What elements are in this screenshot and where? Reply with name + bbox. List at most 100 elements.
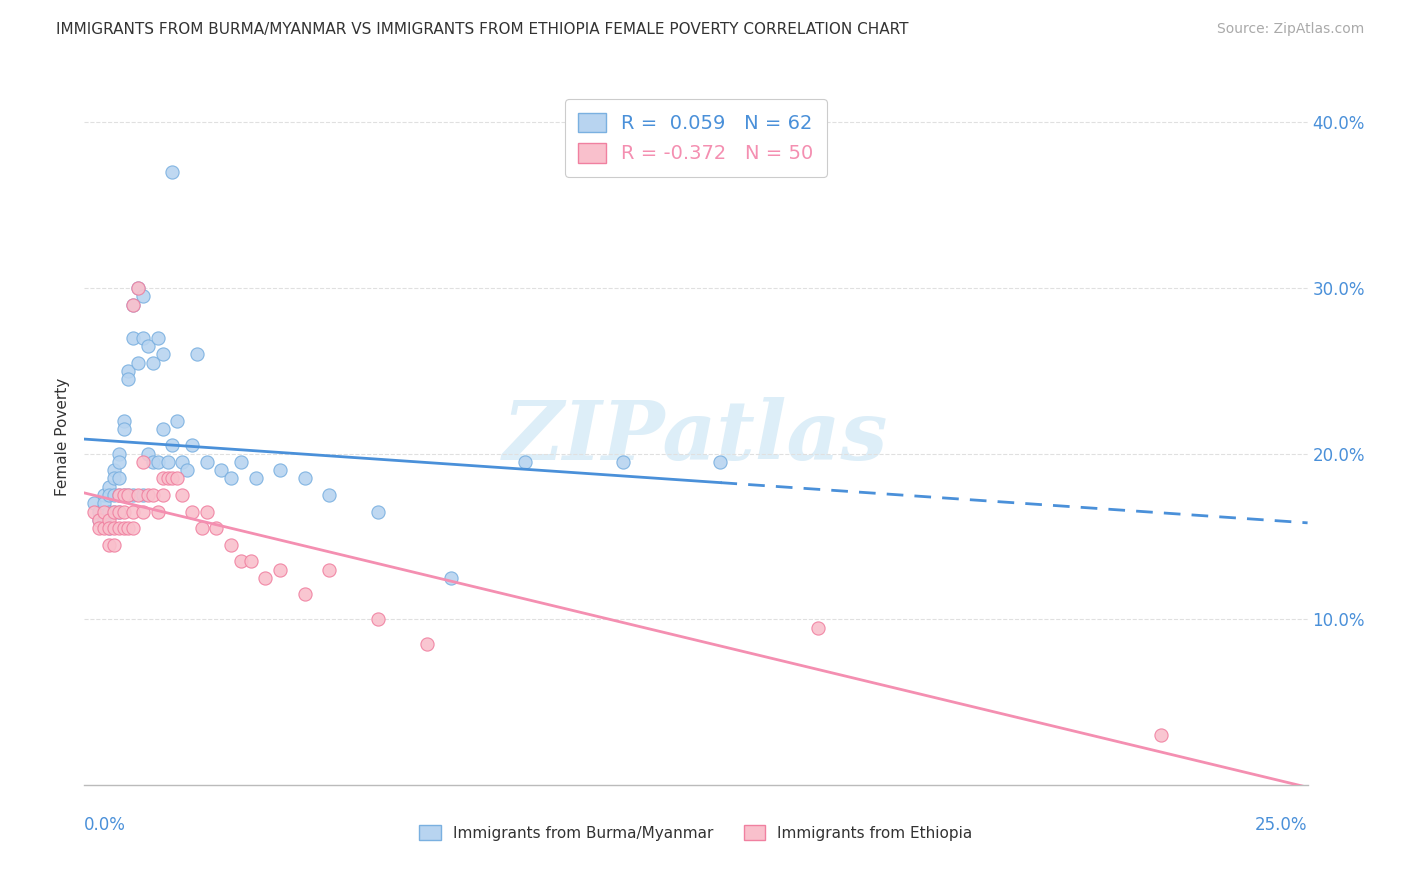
Point bbox=[172, 488, 194, 502]
Point bbox=[103, 505, 125, 519]
Point bbox=[245, 471, 267, 485]
Point bbox=[219, 471, 242, 485]
Point bbox=[162, 438, 184, 452]
Point bbox=[181, 505, 204, 519]
Point bbox=[112, 505, 135, 519]
Point bbox=[709, 455, 731, 469]
Point bbox=[122, 505, 145, 519]
Point bbox=[132, 505, 155, 519]
Point bbox=[112, 488, 135, 502]
Point bbox=[612, 455, 634, 469]
Point bbox=[162, 165, 184, 179]
Point bbox=[107, 488, 129, 502]
Point bbox=[127, 488, 149, 502]
Point bbox=[103, 505, 125, 519]
Point bbox=[181, 438, 204, 452]
Point bbox=[152, 422, 174, 436]
Point bbox=[87, 505, 110, 519]
Point bbox=[176, 463, 198, 477]
Point bbox=[191, 521, 214, 535]
Point bbox=[186, 347, 208, 361]
Point bbox=[97, 488, 120, 502]
Text: IMMIGRANTS FROM BURMA/MYANMAR VS IMMIGRANTS FROM ETHIOPIA FEMALE POVERTY CORRELA: IMMIGRANTS FROM BURMA/MYANMAR VS IMMIGRA… bbox=[56, 22, 908, 37]
Point bbox=[107, 471, 129, 485]
Point bbox=[97, 513, 120, 527]
Point bbox=[107, 521, 129, 535]
Point bbox=[97, 521, 120, 535]
Point bbox=[132, 289, 155, 303]
Point bbox=[195, 505, 218, 519]
Point bbox=[195, 455, 218, 469]
Point bbox=[416, 637, 439, 651]
Point bbox=[87, 513, 110, 527]
Point bbox=[112, 521, 135, 535]
Point bbox=[166, 413, 188, 427]
Point bbox=[1150, 728, 1173, 742]
Point bbox=[807, 621, 830, 635]
Point bbox=[93, 521, 115, 535]
Point bbox=[367, 505, 389, 519]
Point bbox=[142, 455, 165, 469]
Point bbox=[156, 471, 179, 485]
Point bbox=[103, 538, 125, 552]
Point bbox=[107, 447, 129, 461]
Point bbox=[122, 297, 145, 311]
Point bbox=[132, 455, 155, 469]
Point bbox=[132, 331, 155, 345]
Point bbox=[136, 488, 159, 502]
Text: 25.0%: 25.0% bbox=[1256, 816, 1308, 834]
Point bbox=[112, 422, 135, 436]
Point bbox=[103, 521, 125, 535]
Point bbox=[142, 488, 165, 502]
Point bbox=[367, 612, 389, 626]
Point bbox=[152, 347, 174, 361]
Point bbox=[152, 488, 174, 502]
Point bbox=[136, 447, 159, 461]
Point bbox=[127, 281, 149, 295]
Point bbox=[103, 488, 125, 502]
Point bbox=[87, 513, 110, 527]
Point bbox=[513, 455, 536, 469]
Point bbox=[117, 372, 139, 386]
Point bbox=[83, 496, 105, 510]
Point bbox=[136, 339, 159, 353]
Point bbox=[269, 563, 291, 577]
Point bbox=[103, 463, 125, 477]
Point bbox=[122, 521, 145, 535]
Point bbox=[294, 587, 316, 601]
Point bbox=[209, 463, 232, 477]
Point bbox=[87, 521, 110, 535]
Text: Source: ZipAtlas.com: Source: ZipAtlas.com bbox=[1216, 22, 1364, 37]
Point bbox=[97, 480, 120, 494]
Point bbox=[146, 331, 169, 345]
Point bbox=[122, 297, 145, 311]
Legend: Immigrants from Burma/Myanmar, Immigrants from Ethiopia: Immigrants from Burma/Myanmar, Immigrant… bbox=[413, 819, 979, 847]
Point bbox=[318, 488, 340, 502]
Point bbox=[142, 355, 165, 369]
Point bbox=[117, 521, 139, 535]
Point bbox=[107, 455, 129, 469]
Y-axis label: Female Poverty: Female Poverty bbox=[55, 378, 70, 496]
Point bbox=[107, 505, 129, 519]
Point bbox=[269, 463, 291, 477]
Point bbox=[146, 455, 169, 469]
Point bbox=[83, 505, 105, 519]
Point bbox=[117, 488, 139, 502]
Point bbox=[122, 488, 145, 502]
Point bbox=[117, 488, 139, 502]
Point bbox=[132, 488, 155, 502]
Point bbox=[172, 455, 194, 469]
Point bbox=[103, 471, 125, 485]
Point bbox=[93, 488, 115, 502]
Text: ZIPatlas: ZIPatlas bbox=[503, 397, 889, 477]
Point bbox=[93, 513, 115, 527]
Point bbox=[107, 488, 129, 502]
Point bbox=[254, 571, 277, 585]
Point bbox=[229, 554, 252, 568]
Point bbox=[97, 521, 120, 535]
Point bbox=[97, 505, 120, 519]
Point bbox=[122, 331, 145, 345]
Point bbox=[205, 521, 228, 535]
Point bbox=[440, 571, 463, 585]
Point bbox=[107, 505, 129, 519]
